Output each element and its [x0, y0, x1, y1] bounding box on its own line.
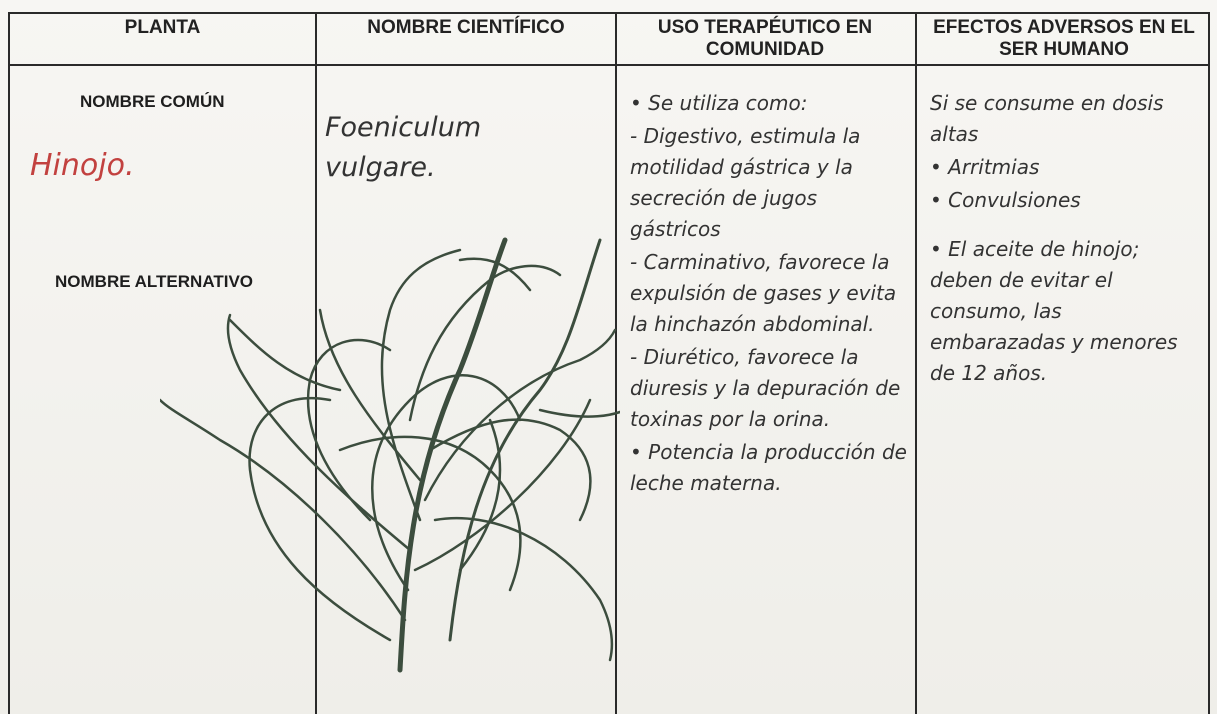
header-cell: NOMBRE CIENTÍFICO: [367, 17, 565, 38]
adverse-effects-list: Si se consume en dosis altas • Arritmias •…: [930, 88, 1202, 391]
therapeutic-use-item: - Diurético, favorece la diuresis y la d…: [630, 345, 901, 431]
adverse-effect-item: • Arritmias: [930, 155, 1040, 179]
therapeutic-use-list: • Se utiliza como: - Digestivo, estimula …: [630, 88, 912, 501]
column-border: [1208, 12, 1210, 714]
column-border: [915, 12, 917, 714]
column-border: [8, 12, 10, 714]
header-divider: [8, 64, 1210, 66]
column-border: [615, 12, 617, 714]
alternative-name-label: NOMBRE ALTERNATIVO: [55, 272, 254, 291]
common-name: Hinojo.: [30, 148, 135, 183]
adverse-effect-item: • El aceite de hinojo; deben de evitar e…: [930, 237, 1178, 385]
therapeutic-use-item: • Potencia la producción de leche matern…: [630, 440, 907, 495]
common-name-label: NOMBRE COMÚN: [80, 92, 225, 111]
header-cell: EFECTOS ADVERSOS EN EL SER HUMANO: [933, 17, 1195, 60]
adverse-effect-item: • Convulsiones: [930, 188, 1081, 212]
therapeutic-use-item: • Se utiliza como:: [630, 91, 808, 115]
scientific-name: Foeniculum vulgare.: [325, 112, 482, 183]
adverse-effect-item: Si se consume en dosis altas: [930, 91, 1164, 146]
plant-image: [160, 237, 620, 673]
therapeutic-use-item: - Carminativo, favorece la expulsión de …: [630, 250, 897, 336]
header-cell: PLANTA: [124, 17, 201, 38]
header-cell: USO TERAPÉUTICO EN COMUNIDAD: [657, 17, 873, 60]
table-border: [8, 12, 1210, 14]
therapeutic-use-item: - Digestivo, estimula la motilidad gástr…: [630, 124, 861, 241]
